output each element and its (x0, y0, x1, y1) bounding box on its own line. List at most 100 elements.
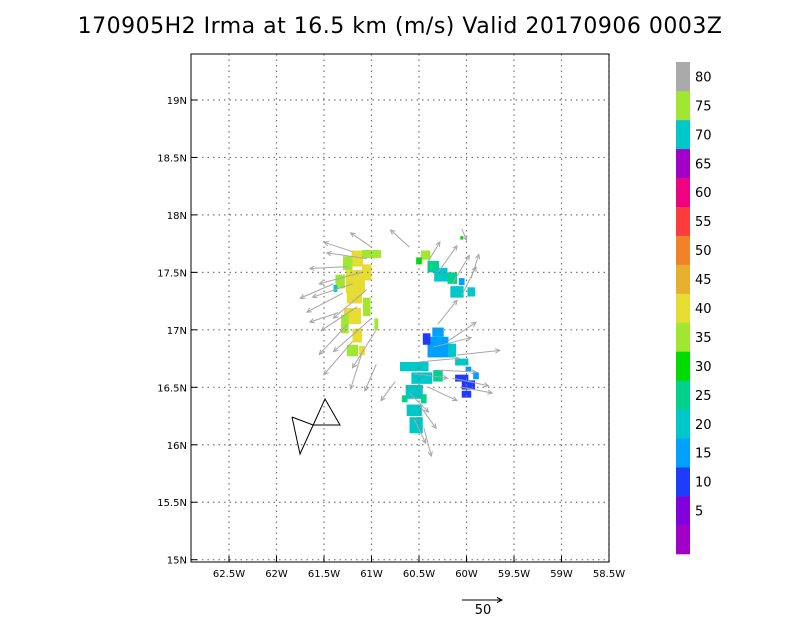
wind-vector (320, 306, 358, 332)
heatmap-cell (455, 358, 469, 366)
heatmap-cell (461, 380, 476, 390)
heatmap-cell (362, 264, 372, 281)
heatmap-cell (405, 385, 423, 399)
wind-vector (428, 240, 441, 262)
colorbar-segment (676, 62, 690, 92)
heatmap-cell (455, 374, 469, 382)
wind-vector (470, 253, 481, 279)
colorbar-label: 55 (695, 215, 712, 230)
wind-vector (437, 299, 458, 325)
wind-vector (451, 254, 470, 285)
x-tick-label: 61.5W (308, 569, 340, 580)
wind-vector (311, 283, 353, 299)
wind-vector (437, 244, 458, 273)
x-tick-label: 59.5W (498, 569, 530, 580)
y-axis: 15N 15.5N 16N 16.5N 17N 17.5N 18N 18.5N 19N (157, 96, 197, 567)
heatmap-cell (465, 366, 472, 372)
wind-vector (325, 250, 367, 260)
colorbar-segment (676, 467, 690, 497)
storm-track-line (291, 397, 341, 456)
wind-vector (349, 352, 363, 391)
heatmap-cell (433, 370, 443, 382)
heatmap-cell (352, 328, 362, 343)
wind-vector (349, 232, 372, 248)
colorbar-label: 30 (695, 360, 712, 375)
heatmap-cell (343, 256, 353, 271)
wind-vector (413, 419, 427, 445)
y-tick-label: 18.5N (157, 153, 187, 164)
heatmap-cell (400, 362, 429, 372)
wind-vector (447, 321, 477, 342)
heatmap-cell (401, 395, 408, 403)
colorbar-segment (676, 90, 690, 121)
heatmap-cell (467, 287, 476, 297)
colorbar: 5 10 15 20 25 30 35 40 45 50 55 60 65 70 75 80 (676, 62, 712, 555)
heatmap-cell (473, 372, 479, 380)
colorbar-label: 65 (695, 157, 712, 172)
colorbar-segment (676, 119, 690, 150)
wind-vector (423, 427, 433, 458)
reference-arrowhead (496, 597, 504, 603)
y-tick-label: 16.5N (157, 383, 187, 394)
wind-vector (456, 348, 501, 356)
wind-vector (418, 404, 437, 430)
wind-vector (433, 336, 473, 348)
wind-vector (428, 386, 459, 402)
heatmap-cell (461, 390, 472, 398)
storm-track (291, 397, 341, 456)
wind-vector (323, 341, 353, 376)
x-tick-label: 62W (265, 569, 288, 580)
colorbar-label: 60 (695, 186, 712, 201)
wind-vector (452, 377, 490, 388)
heatmap-cell (422, 333, 431, 345)
heatmap-cell (447, 272, 457, 284)
colorbar-label: 40 (695, 302, 712, 317)
heatmap-cell (362, 249, 381, 259)
heatmap-cell (333, 285, 338, 292)
gridlines (191, 54, 610, 562)
colorbar-segment (676, 525, 690, 555)
colorbar-label: 15 (695, 447, 712, 462)
x-tick-label: 62.5W (213, 569, 245, 580)
wind-vector (409, 392, 430, 413)
wind-vector (318, 323, 349, 356)
colorbar-segment (676, 438, 690, 468)
wind-vectors (299, 228, 501, 458)
heatmap-cell (448, 343, 457, 358)
wind-vector (437, 369, 478, 375)
plot-frame (190, 53, 610, 563)
heatmap-cell (450, 286, 464, 298)
colorbar-label: 80 (695, 70, 712, 85)
heatmap-cell (432, 327, 444, 337)
wind-vector (308, 312, 339, 324)
colorbar-label: 75 (695, 99, 712, 114)
colorbar-segment (676, 264, 690, 294)
colorbar-label: 10 (695, 476, 712, 491)
colorbar-segment (676, 177, 690, 208)
chart-title: 170905H2 Irma at 16.5 km (m/s) Valid 201… (77, 14, 723, 39)
heatmap-cell (420, 250, 431, 260)
wind-vector (332, 289, 368, 319)
heatmap-cell (416, 257, 422, 265)
wind-vector (418, 356, 461, 363)
heatmap-cell (427, 260, 439, 273)
colorbar-label: 70 (695, 128, 712, 143)
colorbar-segment (676, 206, 690, 236)
heatmap-cell (411, 372, 433, 384)
colorbar-segment (676, 409, 690, 439)
heatmap-cell (362, 297, 371, 317)
heatmap-cell (460, 236, 464, 240)
wind-vector (351, 329, 377, 369)
reference-vector-label: 50 (475, 603, 492, 618)
wind-vector (305, 292, 344, 313)
x-tick-label: 60.5W (403, 569, 435, 580)
wind-vector (318, 271, 363, 286)
wind-vector (364, 364, 377, 392)
y-tick-label: 17N (167, 326, 187, 337)
x-tick-label: 58.5W (593, 569, 625, 580)
colorbar-label: 50 (695, 244, 712, 259)
heatmap-cell (374, 318, 379, 330)
heatmap-cell (420, 394, 427, 404)
heatmap-cell (406, 404, 422, 417)
colorbar-segment (676, 148, 690, 179)
